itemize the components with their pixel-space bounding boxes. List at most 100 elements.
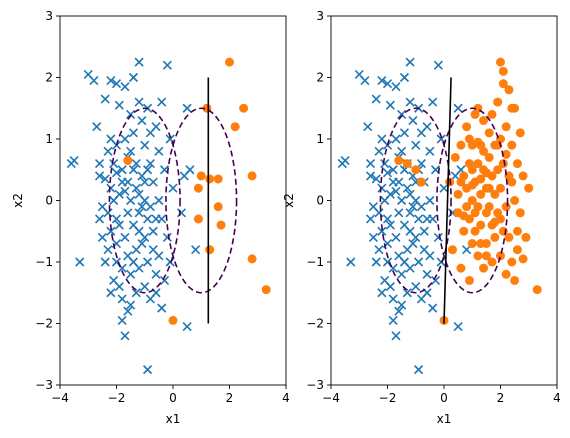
right-subplot: −4 −2 0 2 4 −3 −2 −1 0 1 2 3 x1 x2: [282, 9, 561, 426]
x-marker-point: [157, 97, 167, 107]
x-marker-point: [179, 171, 189, 181]
x-marker-stroke: [151, 269, 161, 279]
x-marker-stroke: [391, 331, 401, 341]
x-marker-point: [103, 245, 113, 255]
x-marker-point: [128, 128, 139, 138]
circle-marker-point: [205, 174, 215, 184]
gaussian-contour-ellipse: [436, 107, 509, 294]
gaussian-contour-ellipse: [165, 107, 238, 294]
x-marker-point: [377, 183, 387, 193]
x-marker-stroke: [430, 275, 441, 286]
x-marker-stroke: [126, 109, 136, 119]
x-marker-point: [439, 183, 449, 193]
circle-marker-point: [515, 128, 525, 138]
x-marker-stroke: [397, 195, 407, 206]
x-marker-point: [126, 269, 136, 279]
x-marker-point: [191, 245, 201, 255]
x-marker-point: [385, 220, 395, 230]
x-marker-stroke: [165, 257, 175, 267]
x-tick-label: 0: [440, 391, 448, 405]
x-marker-point: [140, 140, 150, 150]
x-marker-point: [428, 303, 438, 313]
x-marker-stroke: [103, 146, 113, 156]
x-marker-point: [143, 257, 153, 267]
x-marker-stroke: [425, 251, 435, 261]
circle-marker-point: [123, 156, 133, 166]
circle-marker-point: [510, 275, 520, 285]
circle-marker-point: [467, 239, 477, 249]
x-marker-point: [402, 183, 412, 193]
x-marker-stroke: [346, 257, 356, 267]
x-marker-point: [162, 232, 172, 242]
x-marker-stroke: [111, 140, 122, 150]
x-marker-stroke: [109, 195, 119, 206]
x-marker-point: [377, 288, 387, 298]
circle-marker-point: [532, 285, 542, 295]
circle-marker-point: [484, 202, 494, 212]
x-marker-point: [137, 115, 147, 126]
x-marker-stroke: [128, 257, 139, 267]
axes-frame: [59, 15, 287, 386]
gaussian-contour-ellipse: [379, 107, 452, 294]
x-marker-point: [414, 257, 424, 267]
x-marker-stroke: [148, 245, 158, 255]
x-marker-stroke: [402, 245, 412, 255]
x-marker-stroke: [131, 159, 141, 169]
x-marker-stroke: [422, 269, 432, 279]
x-marker-stroke: [425, 195, 435, 206]
circle-marker-point: [261, 285, 271, 295]
x-marker-stroke: [117, 263, 127, 273]
x-marker-stroke: [374, 208, 384, 218]
x-marker-stroke: [399, 220, 410, 230]
x-marker-stroke: [143, 257, 153, 267]
x-marker-point: [145, 202, 155, 212]
x-marker-stroke: [151, 214, 161, 224]
x-marker-stroke: [106, 134, 116, 144]
x-marker-stroke: [354, 69, 364, 79]
x-marker-point: [450, 171, 460, 181]
x-marker-stroke: [134, 189, 144, 199]
x-marker-stroke: [399, 257, 410, 267]
x-tick-label: −2: [379, 391, 397, 405]
x-marker-point: [114, 220, 124, 230]
x-marker-point: [148, 226, 158, 236]
x-marker-point: [165, 257, 175, 267]
x-marker-stroke: [394, 208, 404, 218]
x-marker-stroke: [123, 208, 133, 218]
x-marker-point: [106, 226, 116, 236]
x-marker-point: [436, 134, 446, 144]
circle-marker-point: [456, 263, 466, 273]
x-marker-stroke: [397, 146, 407, 156]
x-marker-stroke: [159, 275, 170, 286]
y-tick-label: −1: [306, 255, 324, 269]
x-marker-point: [408, 115, 418, 126]
x-marker-stroke: [382, 140, 393, 150]
x-marker-point: [377, 226, 387, 236]
circle-marker-point: [501, 122, 511, 132]
x-marker-point: [126, 146, 136, 156]
x-marker-point: [399, 257, 410, 267]
x-marker-stroke: [382, 257, 393, 267]
x-tick-label: −4: [51, 391, 69, 405]
x-marker-point: [157, 303, 167, 313]
x-marker-stroke: [411, 232, 421, 242]
x-marker-stroke: [100, 94, 110, 104]
x-marker-point: [391, 232, 401, 242]
x-marker-point: [433, 60, 443, 70]
x-marker-stroke: [365, 159, 376, 169]
x-marker-stroke: [414, 214, 424, 224]
x-marker-stroke: [391, 134, 401, 144]
circle-marker-point: [476, 174, 486, 184]
x-tick-label: −2: [108, 391, 126, 405]
x-marker-point: [391, 186, 401, 196]
x-marker-point: [143, 165, 153, 175]
x-marker-point: [405, 57, 415, 67]
x-marker-point: [117, 177, 127, 187]
x-marker-stroke: [106, 76, 116, 86]
x-marker-point: [425, 195, 435, 206]
x-marker-point: [182, 103, 192, 113]
x-marker-point: [422, 214, 432, 224]
y-tick-label: 1: [316, 132, 324, 146]
x-marker-stroke: [405, 263, 415, 273]
